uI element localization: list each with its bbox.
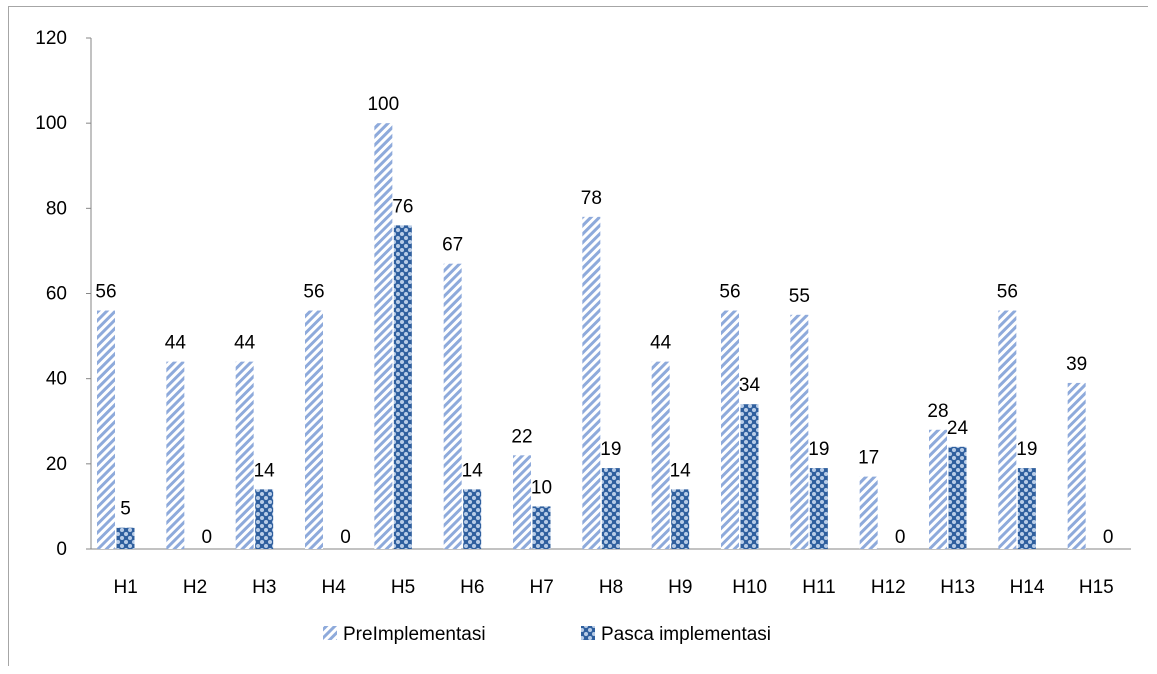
bar-pre — [1067, 382, 1086, 549]
bar-pre — [721, 310, 739, 549]
data-label: 44 — [234, 333, 256, 354]
legend-swatch — [323, 626, 337, 640]
bar-pre — [305, 310, 323, 549]
x-tick-label: H9 — [668, 577, 692, 598]
bars-group — [97, 123, 1086, 550]
data-label: 56 — [997, 282, 1018, 303]
bar-pasca — [255, 489, 274, 549]
labels-group: H1565H2440H34414H4560H510076H66714H72210… — [95, 94, 1113, 598]
y-tick-label: 100 — [35, 113, 67, 134]
y-tick-label: 20 — [46, 454, 67, 475]
bar-pasca — [671, 489, 690, 549]
data-label: 0 — [202, 527, 213, 548]
bar-pre — [651, 361, 670, 549]
data-label: 44 — [650, 333, 672, 354]
legend-label: PreImplementasi — [343, 624, 486, 645]
x-tick-label: H11 — [802, 577, 835, 598]
data-label: 19 — [808, 439, 829, 460]
x-tick-label: H4 — [322, 577, 347, 598]
x-tick-label: H1 — [114, 577, 138, 598]
x-tick-label: H14 — [1010, 577, 1045, 598]
data-label: 22 — [511, 426, 532, 447]
bar-pasca — [948, 446, 967, 549]
bar-pasca — [393, 225, 412, 549]
data-label: 0 — [895, 527, 906, 548]
data-label: 34 — [739, 375, 761, 396]
data-label: 0 — [1103, 527, 1114, 548]
bar-pre — [166, 361, 185, 549]
bar-pre — [443, 263, 462, 549]
x-tick-label: H12 — [871, 577, 906, 598]
bar-pre — [790, 314, 809, 549]
bar-pre — [97, 310, 115, 549]
data-label: 10 — [531, 477, 552, 498]
x-tick-label: H2 — [183, 577, 207, 598]
bar-pre — [998, 310, 1017, 549]
bar-pre — [582, 216, 601, 549]
data-label: 56 — [719, 282, 740, 303]
data-label: 14 — [462, 460, 484, 481]
y-tick-label: 80 — [46, 198, 67, 219]
data-label: 100 — [367, 94, 399, 115]
data-label: 28 — [927, 401, 948, 422]
bar-pre — [235, 361, 254, 549]
bar-pasca — [601, 468, 620, 549]
data-label: 44 — [165, 333, 187, 354]
bar-pasca — [740, 404, 759, 549]
bar-pasca — [116, 527, 135, 549]
data-label: 56 — [95, 282, 116, 303]
y-tick-label: 40 — [46, 369, 67, 390]
x-tick-label: H7 — [530, 577, 554, 598]
data-label: 78 — [581, 188, 602, 209]
data-label: 19 — [600, 439, 621, 460]
x-tick-label: H10 — [732, 577, 767, 598]
data-label: 0 — [340, 527, 351, 548]
x-tick-label: H15 — [1079, 577, 1114, 598]
bar-pre — [929, 429, 947, 549]
data-label: 14 — [670, 460, 692, 481]
data-label: 67 — [442, 235, 463, 256]
x-tick-label: H5 — [391, 577, 415, 598]
legend-swatch — [581, 626, 595, 640]
x-tick-label: H3 — [252, 577, 276, 598]
data-label: 24 — [947, 418, 969, 439]
data-label: 76 — [392, 196, 413, 217]
bar-pasca — [1017, 468, 1036, 549]
legend: PreImplementasi Pasca implementasi — [323, 624, 771, 645]
data-label: 55 — [789, 286, 810, 307]
x-tick-label: H13 — [940, 577, 975, 598]
bar-pre — [513, 455, 531, 549]
y-tick-label: 60 — [46, 284, 67, 305]
y-tick-label: 0 — [56, 539, 67, 560]
bar-pasca — [532, 506, 551, 549]
bar-pasca — [809, 468, 828, 549]
x-tick-label: H6 — [460, 577, 484, 598]
data-label: 5 — [120, 499, 131, 520]
bar-pre — [374, 123, 393, 550]
bar-pasca — [463, 489, 482, 549]
data-label: 19 — [1016, 439, 1037, 460]
data-label: 17 — [858, 448, 879, 469]
chart-frame — [8, 6, 1148, 666]
legend-label: Pasca implementasi — [601, 624, 771, 645]
x-tick-label: H8 — [599, 577, 623, 598]
data-label: 39 — [1066, 354, 1087, 375]
y-tick-label: 120 — [35, 28, 67, 49]
data-label: 14 — [254, 460, 276, 481]
bar-pre — [859, 476, 878, 549]
data-label: 56 — [303, 282, 324, 303]
